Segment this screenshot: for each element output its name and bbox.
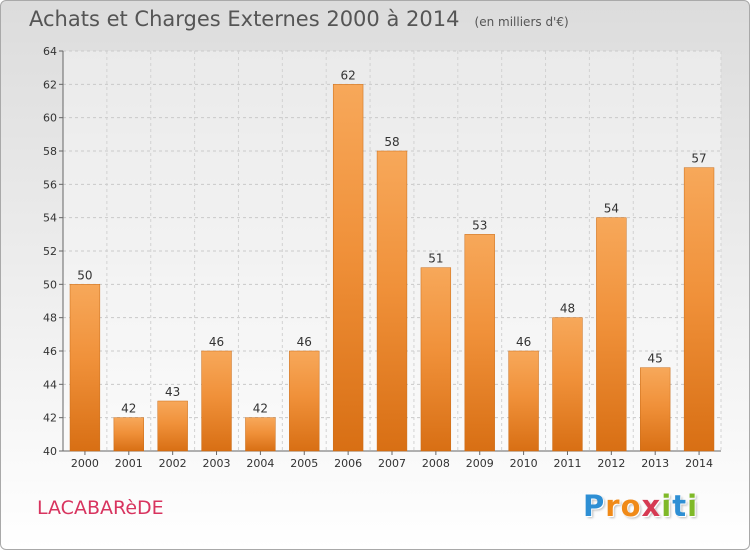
bar-2006 <box>332 84 364 452</box>
value-label: 46 <box>516 335 531 349</box>
bar-2012 <box>596 217 627 452</box>
x-tick-label: 2009 <box>466 457 494 470</box>
bar-2003 <box>201 350 232 452</box>
value-labels: 50 42 43 46 42 46 62 58 51 53 46 48 54 45 57 <box>77 68 706 415</box>
logo-letter: i <box>687 489 699 523</box>
y-tick-label: 54 <box>43 212 57 225</box>
title-row: Achats et Charges Externes 2000 à 2014 (… <box>29 7 569 31</box>
y-tick-label: 48 <box>43 312 57 325</box>
logo-letter: t <box>672 489 688 523</box>
bar-2002 <box>157 400 188 452</box>
bar-2000 <box>69 284 101 452</box>
bar-2007 <box>376 150 408 452</box>
x-tick-label: 2010 <box>510 457 538 470</box>
x-tick-label: 2006 <box>334 457 362 470</box>
value-label: 42 <box>121 402 136 416</box>
bar-2005 <box>289 350 320 452</box>
y-tick-label: 42 <box>43 412 57 425</box>
bars <box>69 84 715 452</box>
value-label: 53 <box>472 218 487 232</box>
chart-title: Achats et Charges Externes 2000 à 2014 <box>29 7 460 31</box>
y-tick-label: 58 <box>43 145 57 158</box>
logo-letter: x <box>641 489 662 523</box>
y-tick-label: 50 <box>43 278 57 291</box>
value-label: 54 <box>604 202 619 216</box>
value-label: 46 <box>297 335 312 349</box>
value-label: 58 <box>384 135 399 149</box>
x-tick-label: 2000 <box>71 457 99 470</box>
logo-letter: o <box>620 489 642 523</box>
logo-letter: r <box>605 489 621 523</box>
y-tick-label: 46 <box>43 345 57 358</box>
y-tick-label: 60 <box>43 112 57 125</box>
y-tick-label: 44 <box>43 378 57 391</box>
x-tick-label: 2003 <box>203 457 231 470</box>
value-label: 48 <box>560 302 575 316</box>
x-tick-label: 2001 <box>115 457 143 470</box>
x-tick-label: 2011 <box>553 457 581 470</box>
value-label: 42 <box>253 402 268 416</box>
value-label: 46 <box>209 335 224 349</box>
bar-2014 <box>683 167 715 452</box>
x-tick-label: 2012 <box>597 457 625 470</box>
y-tick-label: 64 <box>43 45 57 58</box>
axes: 40 42 44 46 48 50 52 54 56 58 60 62 64 2000 2001 2002 20… <box>43 45 721 470</box>
value-label: 45 <box>648 352 663 366</box>
x-tick-label: 2014 <box>685 457 713 470</box>
y-tick-label: 40 <box>43 445 57 458</box>
x-tick-label: 2007 <box>378 457 406 470</box>
commune-name: LACABARèDE <box>37 497 164 519</box>
bar-2011 <box>552 317 583 452</box>
value-label: 50 <box>77 268 92 282</box>
x-tick-label: 2002 <box>159 457 187 470</box>
value-label: 62 <box>340 68 355 82</box>
bar-2001 <box>113 417 144 452</box>
bar-2010 <box>508 350 539 452</box>
x-tick-label: 2008 <box>422 457 450 470</box>
bar-2004 <box>245 417 276 452</box>
logo-letter: P <box>583 489 606 523</box>
logo-letter: i <box>661 489 673 523</box>
x-tick-label: 2004 <box>246 457 274 470</box>
bar-2009 <box>464 234 495 452</box>
y-tick-label: 62 <box>43 78 57 91</box>
chart-subtitle: (en milliers d'€) <box>474 15 569 29</box>
value-label: 43 <box>165 385 180 399</box>
value-label: 57 <box>691 152 706 166</box>
x-tick-label: 2005 <box>290 457 318 470</box>
y-tick-label: 52 <box>43 245 57 258</box>
y-tick-label: 56 <box>43 178 57 191</box>
bar-2013 <box>640 367 671 452</box>
bar-2008 <box>420 267 452 452</box>
value-label: 51 <box>428 252 443 266</box>
proxiti-logo: Proxiti <box>583 489 698 523</box>
x-tick-label: 2013 <box>641 457 669 470</box>
